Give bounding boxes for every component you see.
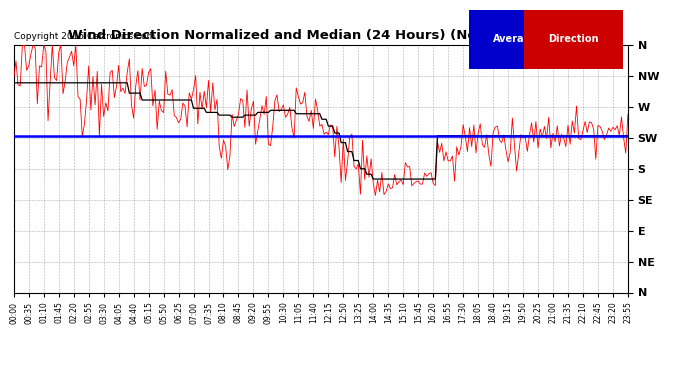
Title: Wind Direction Normalized and Median (24 Hours) (New) 20150206: Wind Direction Normalized and Median (24… [68,30,573,42]
Text: Copyright 2015 Cartronics.com: Copyright 2015 Cartronics.com [14,32,155,41]
Text: Direction: Direction [549,34,599,44]
Text: Average: Average [493,34,538,44]
